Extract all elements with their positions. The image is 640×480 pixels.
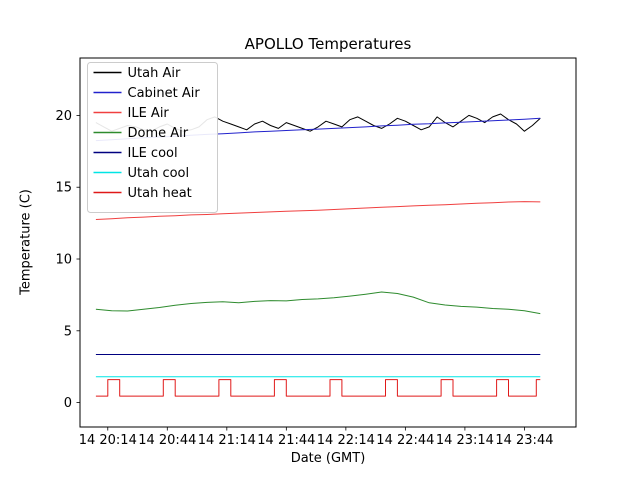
legend-label-utah-cool: Utah cool	[128, 166, 190, 181]
x-axis-label: Date (GMT)	[290, 451, 366, 466]
legend: Utah Air Cabinet Air ILE Air Dome Air ILE co…	[87, 62, 218, 213]
y-tick-label: 10	[55, 253, 72, 268]
y-tick-label: 0	[64, 396, 72, 411]
legend-label-dome-air: Dome Air	[128, 126, 189, 141]
y-tick-label: 20	[55, 109, 72, 124]
x-tick-label: 14 21:14	[198, 433, 256, 448]
legend-label-ile-cool: ILE cool	[128, 146, 178, 161]
legend-label-utah-heat: Utah heat	[128, 186, 192, 201]
legend-label-ile-air: ILE Air	[128, 106, 170, 121]
chart-title: APOLLO Temperatures	[244, 35, 412, 53]
x-tick-label: 14 22:14	[317, 433, 375, 448]
y-axis-label: Temperature (C)	[18, 189, 34, 295]
x-tick-label: 14 20:14	[79, 433, 137, 448]
x-tick-label: 14 22:44	[376, 433, 434, 448]
series-ile-air	[95, 201, 541, 220]
x-tick-label: 14 23:44	[495, 433, 553, 448]
legend-box	[87, 62, 218, 213]
legend-label-cabinet-air: Cabinet Air	[128, 86, 201, 101]
series-dome-air	[95, 291, 541, 315]
series-utah-heat	[95, 379, 541, 397]
x-tick-label: 14 21:44	[257, 433, 315, 448]
y-tick-label: 15	[55, 181, 72, 196]
legend-label-utah-air: Utah Air	[128, 66, 181, 81]
axes-frame	[79, 57, 577, 428]
x-tick-label: 14 20:44	[138, 433, 196, 448]
y-tick-label: 5	[64, 324, 72, 339]
x-tick-label: 14 23:14	[436, 433, 494, 448]
